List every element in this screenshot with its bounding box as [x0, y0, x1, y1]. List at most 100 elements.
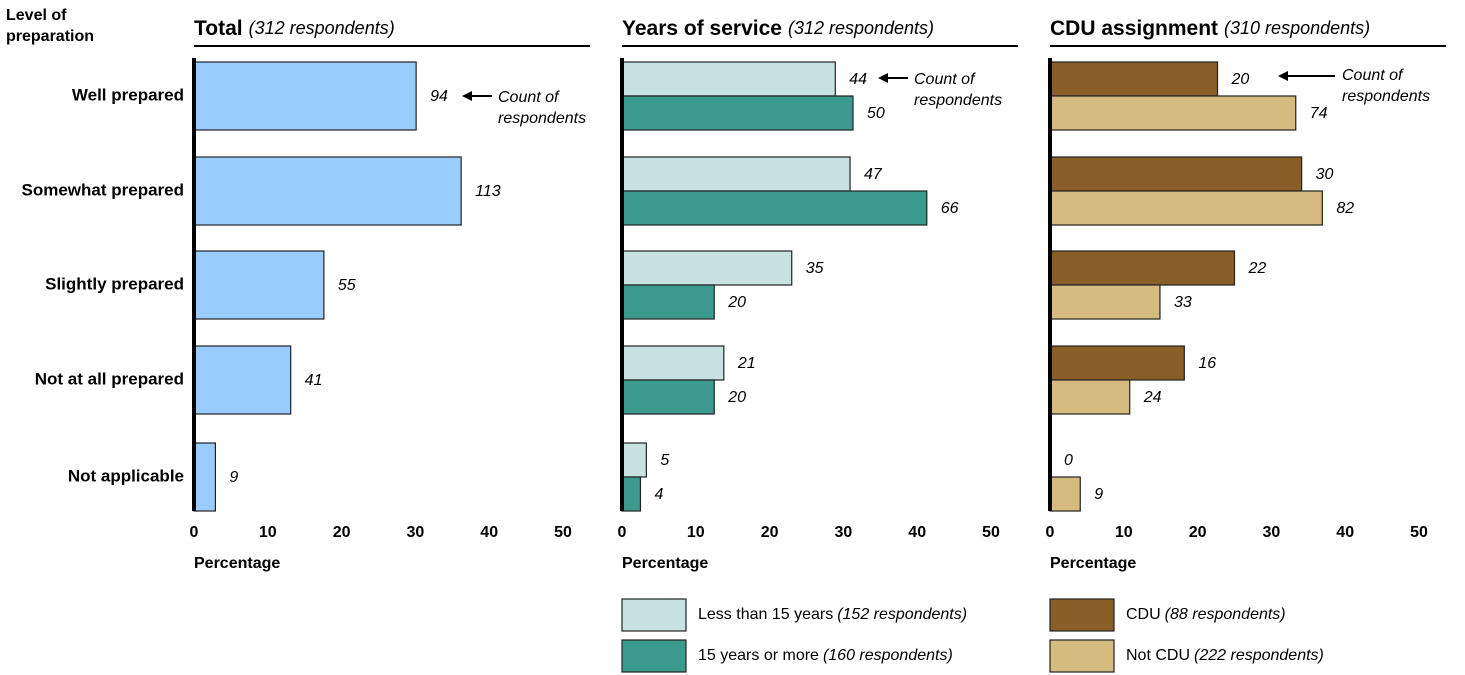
x-axis-label: Percentage: [622, 555, 708, 572]
y-axis-label: preparation: [6, 28, 94, 45]
legend-name: Less than 15 years: [698, 606, 833, 623]
count-label: 4: [654, 486, 663, 503]
count-label: 66: [941, 200, 959, 217]
legend-label: Less than 15 years (152 respondents): [698, 606, 967, 623]
annotation: Count of: [914, 71, 976, 88]
count-label: 82: [1336, 200, 1354, 217]
annotation: Count of: [498, 89, 560, 106]
bar: [621, 190, 928, 226]
annotation: Count of: [1342, 67, 1404, 84]
legend-swatch: [1049, 639, 1115, 673]
count-label: 113: [475, 183, 501, 200]
count-label: 30: [1316, 166, 1334, 183]
bar: [621, 95, 854, 131]
bar: [193, 250, 325, 320]
bar: [1049, 250, 1236, 286]
x-tick-label: 50: [982, 524, 1000, 541]
count-label: 44: [849, 71, 867, 88]
x-tick-label: 0: [190, 524, 199, 541]
x-tick-label: 40: [908, 524, 926, 541]
x-tick-label: 20: [1189, 524, 1207, 541]
x-tick-label: 50: [1410, 524, 1428, 541]
legend-note: (222 respondents): [1194, 647, 1324, 664]
count-label: 24: [1143, 389, 1162, 406]
x-tick-label: 10: [687, 524, 705, 541]
bar: [621, 442, 647, 478]
x-axis-label: Percentage: [1050, 555, 1136, 572]
legend-swatch: [621, 639, 687, 673]
bar: [193, 156, 462, 226]
count-label: 20: [727, 294, 746, 311]
x-tick-label: 20: [761, 524, 779, 541]
legend-name: Not CDU: [1126, 647, 1190, 664]
x-tick-label: 20: [333, 524, 351, 541]
legend-note: (88 respondents): [1165, 606, 1286, 623]
count-label: 9: [1094, 486, 1103, 503]
bar: [621, 284, 715, 320]
count-label: 20: [1231, 71, 1250, 88]
x-tick-label: 10: [1115, 524, 1133, 541]
count-label: 20: [727, 389, 746, 406]
title: Years of service: [622, 17, 782, 40]
count-label: 33: [1174, 294, 1192, 311]
legend-name: CDU: [1126, 606, 1161, 623]
category-label: Somewhat prepared: [22, 180, 185, 199]
count-label: 47: [864, 166, 883, 183]
panel-title: Years of service (312 respondents): [622, 17, 934, 40]
bar: [193, 442, 217, 512]
legend-label: Not CDU (222 respondents): [1126, 647, 1324, 664]
title: Total: [194, 17, 243, 40]
annotation-arrowhead: [462, 91, 472, 101]
bar: [1049, 61, 1219, 97]
x-tick-label: 30: [1263, 524, 1281, 541]
bar: [621, 379, 715, 415]
legend-note: (160 respondents): [823, 647, 953, 664]
category-label: Slightly prepared: [45, 274, 184, 293]
category-label: Not applicable: [68, 466, 184, 485]
annotation: respondents: [1342, 88, 1430, 105]
bar: [193, 61, 417, 131]
x-tick-label: 50: [554, 524, 572, 541]
annotation-arrowhead: [878, 73, 888, 83]
count-label: 0: [1064, 452, 1073, 469]
count-label: 21: [737, 355, 756, 372]
count-label: 16: [1198, 355, 1216, 372]
bar: [1049, 95, 1297, 131]
panel-title: CDU assignment (310 respondents): [1050, 17, 1370, 40]
bar: [1049, 156, 1303, 192]
count-label: 41: [305, 372, 323, 389]
count-label: 35: [806, 260, 824, 277]
count-label: 5: [660, 452, 669, 469]
x-tick-label: 40: [480, 524, 498, 541]
annotation-arrowhead: [1278, 71, 1288, 81]
title: CDU assignment: [1050, 17, 1218, 40]
subtitle: (310 respondents): [1224, 18, 1370, 38]
bar: [1049, 476, 1081, 512]
category-label: Well prepared: [72, 85, 184, 104]
legend-swatch: [1049, 598, 1115, 632]
x-tick-label: 30: [835, 524, 853, 541]
count-label: 74: [1310, 105, 1328, 122]
count-label: 55: [338, 277, 356, 294]
legend-note: (152 respondents): [837, 606, 967, 623]
x-tick-label: 10: [259, 524, 277, 541]
bar: [1049, 190, 1323, 226]
bar: [1049, 379, 1131, 415]
count-label: 94: [430, 88, 448, 105]
legend-name: 15 years or more: [698, 647, 819, 664]
bar: [621, 61, 836, 97]
annotation: respondents: [914, 92, 1002, 109]
bar: [621, 250, 793, 286]
legend-label: CDU (88 respondents): [1126, 606, 1286, 623]
annotation: respondents: [498, 110, 586, 127]
count-label: 9: [229, 469, 238, 486]
x-tick-label: 30: [407, 524, 425, 541]
legend-swatch: [621, 598, 687, 632]
subtitle: (312 respondents): [249, 18, 395, 38]
legend-label: 15 years or more (160 respondents): [698, 647, 953, 664]
bar: [621, 476, 642, 512]
bar: [621, 156, 851, 192]
x-tick-label: 0: [1046, 524, 1055, 541]
bar: [1049, 345, 1185, 381]
